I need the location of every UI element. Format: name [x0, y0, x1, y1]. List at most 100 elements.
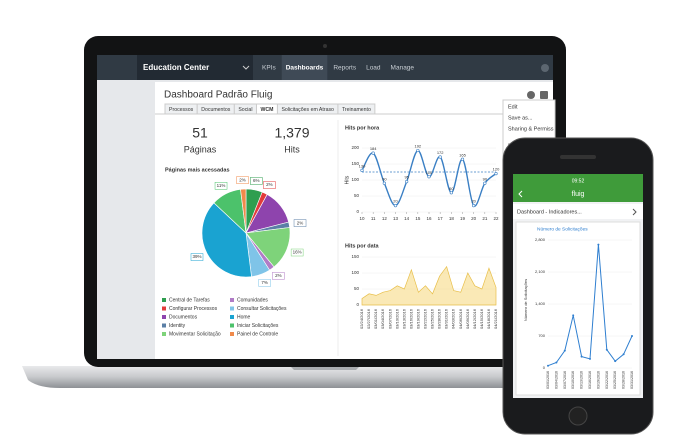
- nav-item[interactable]: Dashboards: [286, 65, 324, 72]
- legend-label: Consultar Solicitações: [237, 306, 287, 312]
- app-name: fluig: [572, 191, 585, 198]
- menu-item[interactable]: Sharing & Permiss: [508, 126, 554, 132]
- point: [563, 349, 566, 352]
- nav-items: KPIs Dashboards Reports Load Manage: [262, 55, 414, 80]
- tabs: Processos Documentos Social WCM Solicitações…: [164, 103, 376, 115]
- nav-item[interactable]: KPIs: [262, 65, 276, 72]
- x-tick-label: 14: [404, 216, 410, 221]
- slice-label: 39%: [192, 254, 201, 259]
- phone-dashboard-header[interactable]: Dashboard - Indicadores...: [517, 209, 582, 215]
- y-tick-label: 2,800: [535, 237, 546, 242]
- pie-slice: [245, 227, 291, 268]
- slice-label-box: [250, 177, 263, 185]
- legend-swatch: [162, 315, 166, 319]
- tab-label[interactable]: Treinamento: [342, 107, 371, 113]
- point-label: 90: [483, 176, 488, 181]
- x-tick-label: 03/25/2016: [613, 371, 617, 389]
- point-label: 90: [382, 176, 387, 181]
- app-header: [513, 174, 643, 202]
- chevron: [632, 208, 637, 216]
- back-icon[interactable]: [518, 190, 523, 198]
- slice-label: 2%: [239, 177, 246, 182]
- legend-swatch: [162, 323, 166, 328]
- slice-label-box: [263, 181, 276, 189]
- y-tick-label: 0: [543, 365, 546, 370]
- slice-label-box: [190, 253, 204, 261]
- slice-label: 11%: [217, 183, 226, 188]
- point-label: 192: [414, 144, 421, 149]
- x-tick-label: 03/01/2016: [546, 371, 550, 389]
- y-tick-label: 1,400: [535, 301, 546, 306]
- slice-label-box: [272, 272, 285, 280]
- tab-label[interactable]: Social: [238, 107, 252, 113]
- y-tick-label: 150: [351, 254, 359, 259]
- legend-label: Home: [237, 314, 251, 320]
- point: [472, 204, 476, 208]
- x-tick-label: 03/31/2016: [444, 308, 449, 329]
- kpi-label: Hits: [284, 144, 300, 154]
- point: [449, 191, 453, 195]
- nav-item[interactable]: Manage: [391, 65, 415, 72]
- point: [360, 168, 364, 172]
- x-tick-label: 03/22/2016: [423, 308, 428, 329]
- legend-label: Identity: [169, 323, 186, 329]
- dashboard-title: Dashboard Padrão Fluig: [164, 90, 272, 101]
- legend-swatch: [230, 323, 234, 328]
- slice-label-box: [258, 279, 271, 287]
- slice-label: 2%: [275, 273, 282, 278]
- menu-item[interactable]: Edit: [508, 104, 518, 110]
- slice-label: 16%: [293, 250, 302, 255]
- x-tick-label: 03/16/2016: [588, 371, 592, 389]
- hits-per-hour-chart: Hits por hora Hits 0 50 100 150 200 10 11 12 13 14 1…: [344, 125, 500, 221]
- kpi-value: 1,379: [274, 125, 309, 141]
- slice-label: 7%: [261, 280, 268, 285]
- slice-label-box: [293, 219, 307, 227]
- slice-label: 2%: [266, 182, 273, 187]
- y-tick-label: 100: [351, 270, 359, 275]
- tab-label[interactable]: Documentos: [201, 107, 231, 113]
- tab[interactable]: [337, 103, 376, 115]
- x-tick-label: 11: [371, 216, 376, 221]
- x-tick-label: 03/25/2016: [430, 308, 435, 329]
- x-tick-label: 03/19/2016: [596, 371, 600, 389]
- refresh-icon[interactable]: [527, 91, 535, 99]
- tab-label[interactable]: WCM: [260, 107, 273, 113]
- x-tick-label: 21: [482, 216, 488, 221]
- y-tick-label: 50: [354, 286, 360, 291]
- legend-swatch: [162, 298, 166, 302]
- x-tick-label: 03/16/2016: [408, 308, 413, 329]
- x-tick-label: 04/03/2016: [451, 308, 456, 329]
- tab-label[interactable]: Solicitações em Atraso: [281, 107, 334, 113]
- legend-label: Documentos: [169, 314, 198, 320]
- x-tick-label: 03/13/2016: [580, 371, 584, 389]
- x-tick-label: 18: [449, 216, 455, 221]
- nav-item[interactable]: Reports: [333, 65, 357, 72]
- pie-chart: Páginas mais acessadas 6% Central de Taref…: [162, 167, 307, 337]
- legend-swatch: [230, 306, 234, 311]
- pie-slice: [240, 188, 247, 234]
- header-row[interactable]: [513, 204, 643, 219]
- point: [614, 360, 617, 363]
- kpi-label: Páginas: [184, 144, 217, 154]
- tab-label[interactable]: Processos: [169, 107, 194, 113]
- point: [605, 348, 608, 351]
- x-tick-label: 04/18/2016: [486, 308, 491, 329]
- legend-label: Painel de Controle: [237, 331, 278, 337]
- y-tick-label: 2,100: [535, 269, 546, 274]
- user-avatar[interactable]: [541, 64, 549, 72]
- legend-swatch: [230, 332, 234, 336]
- print-icon[interactable]: [540, 91, 548, 99]
- brand-block[interactable]: [137, 55, 253, 80]
- home-button[interactable]: [568, 406, 588, 426]
- brand[interactable]: Education Center: [143, 63, 209, 72]
- point: [416, 148, 420, 153]
- point: [405, 180, 409, 184]
- legend-label: Comunidades: [237, 297, 268, 303]
- point: [631, 335, 633, 337]
- menu-item[interactable]: Save as...: [508, 115, 533, 121]
- slice-label: 6%: [253, 178, 260, 183]
- nav-item[interactable]: Load: [366, 65, 381, 72]
- point: [589, 357, 591, 360]
